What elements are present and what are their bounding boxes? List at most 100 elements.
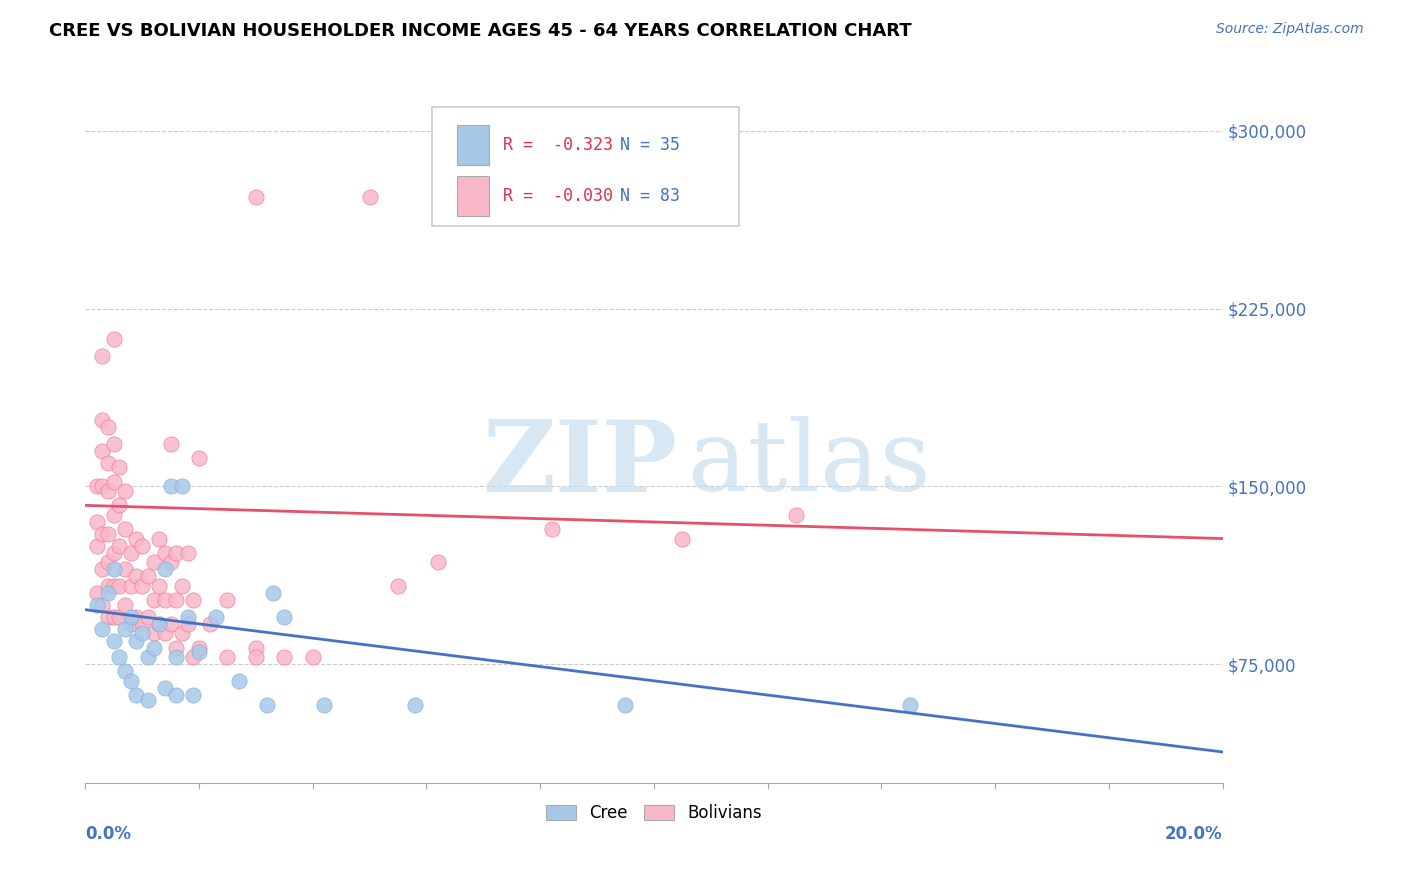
Point xyxy=(131,626,153,640)
Point xyxy=(183,593,205,607)
Point xyxy=(176,616,198,631)
Point xyxy=(97,526,120,541)
Point xyxy=(91,526,114,541)
Point xyxy=(170,479,193,493)
Point xyxy=(153,562,176,576)
Text: atlas: atlas xyxy=(688,417,931,513)
Point xyxy=(176,546,198,560)
Point xyxy=(108,609,131,624)
Point xyxy=(97,555,120,569)
Point xyxy=(86,539,108,553)
Point xyxy=(148,616,170,631)
Point xyxy=(103,436,125,450)
Point xyxy=(125,532,148,546)
Legend: Cree, Bolivians: Cree, Bolivians xyxy=(538,797,769,829)
Point xyxy=(165,546,187,560)
Point xyxy=(188,645,211,659)
Point xyxy=(183,688,205,702)
Point xyxy=(183,650,205,665)
Point xyxy=(86,515,108,529)
Point xyxy=(245,640,267,655)
Point xyxy=(153,546,176,560)
Point xyxy=(159,555,181,569)
Point xyxy=(188,640,211,655)
Point xyxy=(103,546,125,560)
Point xyxy=(314,698,336,712)
Text: N = 83: N = 83 xyxy=(620,186,679,204)
Text: CREE VS BOLIVIAN HOUSEHOLDER INCOME AGES 45 - 64 YEARS CORRELATION CHART: CREE VS BOLIVIAN HOUSEHOLDER INCOME AGES… xyxy=(49,22,912,40)
Point xyxy=(103,633,125,648)
Point xyxy=(108,650,131,665)
Point xyxy=(108,499,131,513)
Point xyxy=(217,650,239,665)
Point xyxy=(159,479,181,493)
Point xyxy=(159,436,181,450)
Point xyxy=(103,508,125,522)
Point xyxy=(120,673,142,688)
Point xyxy=(142,626,165,640)
Text: R =  -0.030: R = -0.030 xyxy=(503,186,613,204)
Point xyxy=(103,332,125,346)
Point xyxy=(153,593,176,607)
Point xyxy=(165,650,187,665)
Point xyxy=(114,522,136,536)
Point xyxy=(108,579,131,593)
Point xyxy=(142,593,165,607)
Point xyxy=(153,681,176,695)
Point xyxy=(97,420,120,434)
Point xyxy=(125,569,148,583)
Point xyxy=(671,532,693,546)
Point xyxy=(91,598,114,612)
Point xyxy=(159,616,181,631)
Point xyxy=(170,579,193,593)
Point xyxy=(103,609,125,624)
Point xyxy=(91,443,114,458)
Point xyxy=(245,190,267,204)
Point xyxy=(97,586,120,600)
Point xyxy=(103,579,125,593)
Point xyxy=(170,626,193,640)
Text: 20.0%: 20.0% xyxy=(1166,825,1223,844)
Point xyxy=(142,555,165,569)
Point xyxy=(359,190,381,204)
Point xyxy=(148,616,170,631)
Point xyxy=(148,532,170,546)
FancyBboxPatch shape xyxy=(457,126,489,165)
Point xyxy=(97,484,120,499)
Point xyxy=(91,562,114,576)
Point xyxy=(256,698,278,712)
Point xyxy=(114,562,136,576)
Point xyxy=(228,673,250,688)
Point xyxy=(165,640,187,655)
Point xyxy=(114,665,136,679)
Point xyxy=(301,650,323,665)
Point xyxy=(262,586,284,600)
Point xyxy=(142,640,165,655)
Point xyxy=(120,616,142,631)
Point xyxy=(136,569,159,583)
Point xyxy=(136,609,159,624)
Point xyxy=(86,479,108,493)
Point xyxy=(131,539,153,553)
Point xyxy=(103,562,125,576)
Point xyxy=(188,450,211,465)
Point xyxy=(540,522,562,536)
Point xyxy=(86,586,108,600)
Point xyxy=(153,626,176,640)
Point xyxy=(97,456,120,470)
Text: R =  -0.323: R = -0.323 xyxy=(503,136,613,154)
FancyBboxPatch shape xyxy=(457,176,489,216)
Point xyxy=(114,484,136,499)
Point xyxy=(176,609,198,624)
Text: N = 35: N = 35 xyxy=(620,136,679,154)
Point xyxy=(245,650,267,665)
Point xyxy=(148,579,170,593)
Point xyxy=(120,546,142,560)
Point xyxy=(108,460,131,475)
Point xyxy=(108,539,131,553)
Text: 0.0%: 0.0% xyxy=(86,825,131,844)
Point xyxy=(426,555,449,569)
Point xyxy=(125,688,148,702)
Point xyxy=(114,598,136,612)
Point xyxy=(125,633,148,648)
